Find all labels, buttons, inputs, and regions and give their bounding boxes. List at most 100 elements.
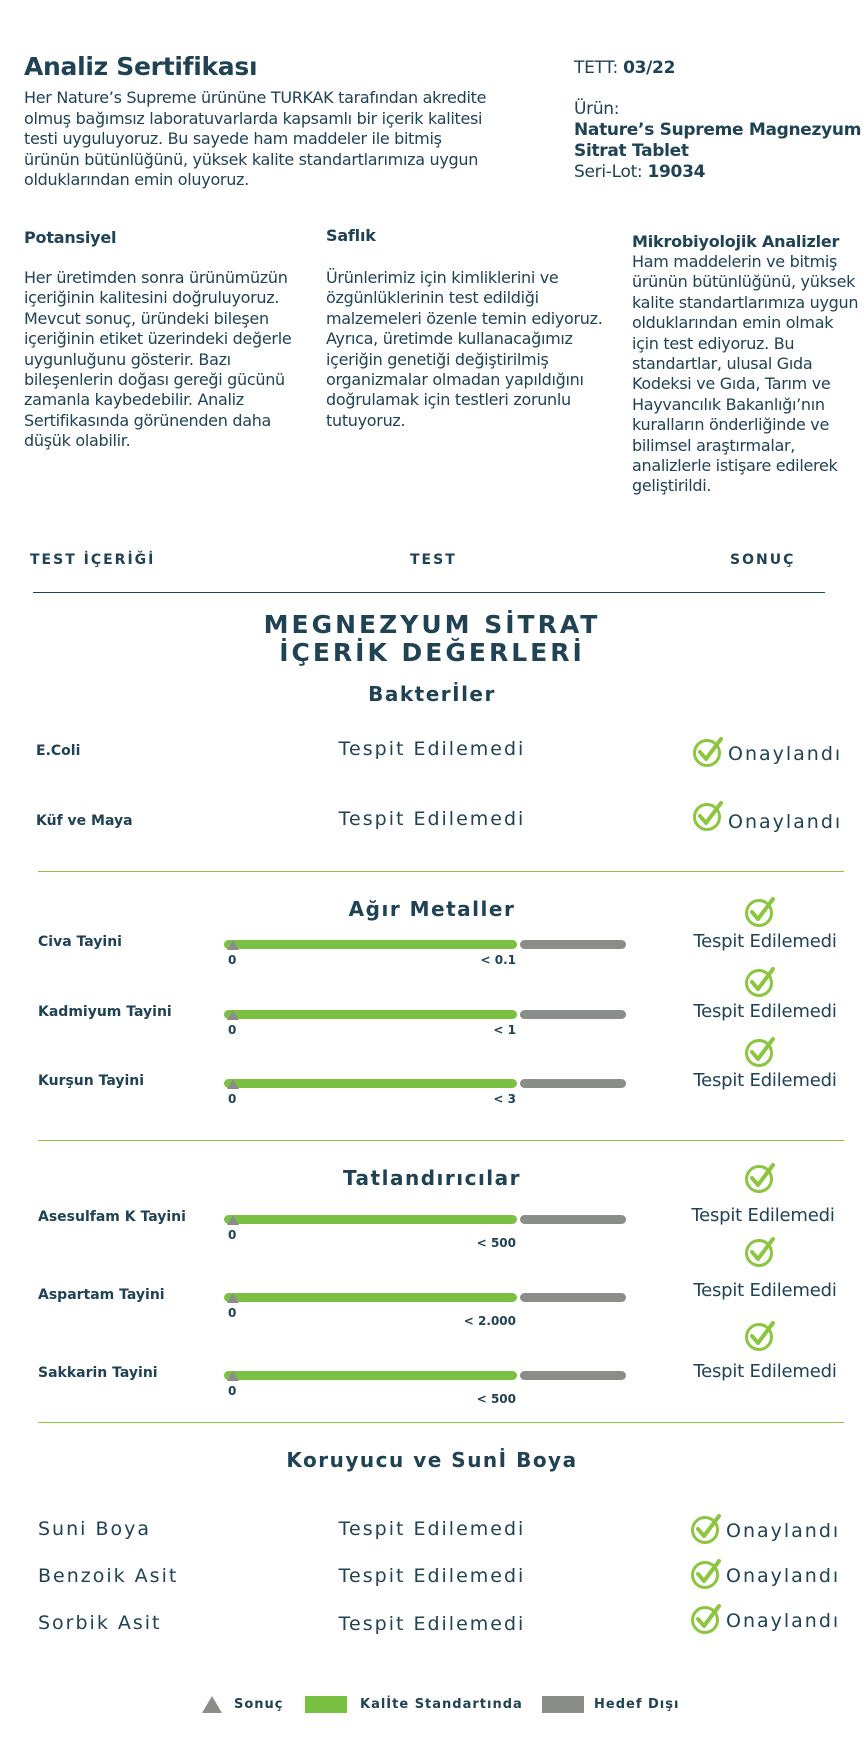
row-label-saccharin: Sakkarin Tayini	[38, 1365, 158, 1381]
approved-label: Onaylandı	[728, 811, 843, 833]
result-marker	[227, 1010, 239, 1020]
quality-bar	[224, 1079, 517, 1088]
min-label: 0	[228, 953, 237, 967]
check-icon	[744, 1162, 776, 1198]
row-label-artificial-color: Suni Boya	[38, 1518, 152, 1540]
min-label: 0	[228, 1092, 237, 1106]
legend-result-label: Sonuç	[234, 1697, 284, 1712]
row-result-lead: Tespit Edilemedi	[693, 1070, 837, 1091]
product-name: Nature’s Supreme Magnezyum Sitrat Tablet	[574, 120, 862, 161]
lot-value: 19034	[647, 162, 706, 182]
approved-label: Onaylandı	[728, 743, 843, 765]
min-label: 0	[228, 1023, 237, 1037]
min-label: 0	[228, 1384, 237, 1398]
legend-out-label: Hedef Dışı	[594, 1697, 680, 1712]
row-test-mold: Tespit Edilemedi	[338, 808, 526, 830]
quality-bar	[224, 1010, 517, 1019]
quality-bar	[224, 1371, 517, 1380]
check-icon	[692, 800, 724, 836]
row-label-mold: Küf ve Maya	[36, 813, 133, 829]
legend-quality-label: Kalİte Standartında	[360, 1697, 523, 1712]
product-label: Ürün:	[574, 99, 620, 119]
column-title-micro: Mikrobiyolojik Analizler	[632, 232, 840, 251]
section-divider	[38, 871, 844, 872]
column-text-purity: Ürünlerimiz için kimliklerini ve özgünlü…	[326, 268, 603, 430]
out-of-range-bar	[520, 1215, 626, 1224]
row-result-saccharin: Tespit Edilemedi	[693, 1361, 837, 1382]
section-title-metals: Ağır Metaller	[348, 897, 516, 921]
row-test-artificial-color: Tespit Edilemedi	[338, 1518, 526, 1540]
legend-out-swatch	[542, 1696, 584, 1713]
section-title-bacteria: Bakterİler	[368, 682, 496, 706]
tett-value: 03/22	[623, 58, 676, 78]
out-of-range-bar	[520, 940, 626, 949]
check-icon	[744, 896, 776, 932]
limit-label: < 500	[476, 1236, 516, 1250]
limit-label: < 500	[476, 1392, 516, 1406]
product-meta: TETT: 03/22 Ürün: Nature’s Supreme Magne…	[574, 58, 864, 183]
table-header-content: TEST İÇERİĞİ	[30, 552, 156, 568]
tett-label: TETT:	[574, 58, 618, 78]
check-icon	[690, 1558, 722, 1594]
check-icon	[692, 736, 724, 772]
row-label-mercury: Civa Tayini	[38, 934, 122, 950]
min-label: 0	[228, 1306, 237, 1320]
approved-label: Onaylandı	[726, 1565, 841, 1587]
column-title-potency: Potansiyel	[24, 228, 117, 247]
row-label-cadmium: Kadmiyum Tayini	[38, 1004, 172, 1020]
row-test-ecoli: Tespit Edilemedi	[338, 738, 526, 760]
row-label-lead: Kurşun Tayini	[38, 1073, 145, 1089]
check-icon	[744, 966, 776, 1002]
result-marker	[227, 940, 239, 950]
result-marker	[227, 1293, 239, 1303]
limit-label: < 3	[493, 1092, 516, 1106]
section-title-sweeteners: Tatlandırıcılar	[342, 1166, 522, 1190]
row-result-sorbic-acid: Onaylandı	[690, 1603, 840, 1639]
row-result-cadmium: Tespit Edilemedi	[693, 1001, 837, 1022]
check-icon	[744, 1320, 776, 1356]
main-title-line1: MEGNEZYUM SİTRAT	[263, 610, 601, 639]
quality-bar	[224, 1293, 517, 1302]
quality-bar	[224, 1215, 517, 1224]
section-divider	[38, 1140, 844, 1141]
section-divider	[38, 1422, 844, 1423]
page-title: Analiz Sertifikası	[24, 52, 258, 81]
row-result-ecoli: Onaylandı	[692, 736, 842, 772]
limit-label: < 2.000	[463, 1314, 516, 1328]
approved-label: Onaylandı	[726, 1610, 841, 1632]
header-divider	[33, 592, 825, 593]
legend-quality-swatch	[305, 1696, 347, 1713]
approved-label: Onaylandı	[726, 1520, 841, 1542]
row-test-sorbic-acid: Tespit Edilemedi	[338, 1613, 526, 1635]
result-marker	[227, 1079, 239, 1089]
out-of-range-bar	[520, 1371, 626, 1380]
row-label-ecoli: E.Coli	[36, 743, 81, 759]
column-text-micro: Ham maddelerin ve bitmiş ürünün bütünlüğ…	[632, 252, 859, 496]
row-label-benzoic-acid: Benzoik Asit	[38, 1565, 179, 1587]
out-of-range-bar	[520, 1010, 626, 1019]
row-test-benzoic-acid: Tespit Edilemedi	[338, 1565, 526, 1587]
row-label-sorbic-acid: Sorbik Asit	[38, 1612, 162, 1634]
out-of-range-bar	[520, 1293, 626, 1302]
row-result-acesulfame: Tespit Edilemedi	[691, 1205, 835, 1226]
row-result-benzoic-acid: Onaylandı	[690, 1558, 840, 1594]
column-title-purity: Saflık	[326, 226, 376, 245]
limit-label: < 1	[493, 1023, 516, 1037]
row-result-artificial-color: Onaylandı	[690, 1513, 840, 1549]
intro-text: Her Nature’s Supreme ürününe TURKAK tara…	[24, 88, 487, 189]
limit-label: < 0.1	[480, 953, 517, 967]
quality-bar	[224, 940, 517, 949]
table-header-result: SONUÇ	[730, 552, 796, 568]
row-result-aspartame: Tespit Edilemedi	[693, 1280, 837, 1301]
result-marker	[227, 1371, 239, 1381]
check-icon	[690, 1603, 722, 1639]
column-text-potency: Her üretimden sonra ürünümüzün içeriğini…	[24, 268, 292, 451]
table-header-test: TEST	[410, 552, 457, 568]
section-title-preservatives: Koruyucu ve Sunİ Boya	[286, 1448, 578, 1472]
main-title-line2: İÇERİK DEĞERLERİ	[279, 638, 585, 667]
check-icon	[744, 1036, 776, 1072]
lot-label: Seri-Lot:	[574, 162, 643, 182]
row-label-aspartame: Aspartam Tayini	[38, 1287, 165, 1303]
result-marker	[227, 1215, 239, 1225]
